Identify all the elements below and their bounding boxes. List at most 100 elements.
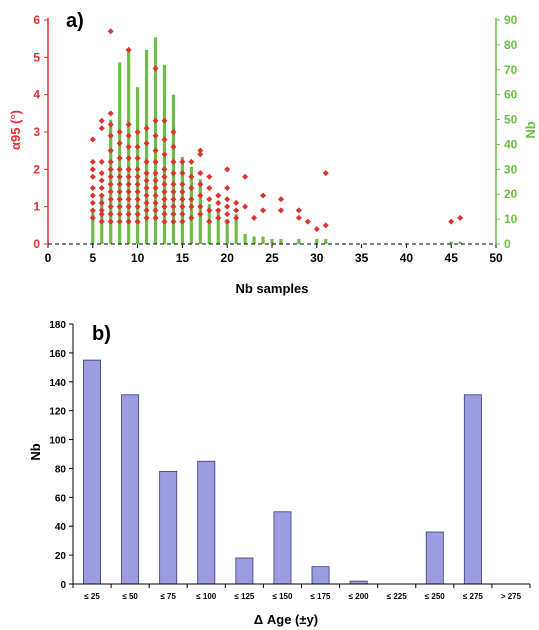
chart-a-red-point bbox=[161, 117, 168, 124]
chart-a-ytick-left-label: 3 bbox=[33, 125, 40, 139]
chart-a-red-point bbox=[277, 207, 284, 214]
chart-a-ytick-left-label: 1 bbox=[33, 200, 40, 214]
chart-a-red-point bbox=[98, 177, 105, 184]
chart-a-red-point bbox=[107, 110, 114, 117]
chart-a-ytick-right-label: 30 bbox=[504, 162, 518, 176]
chart-a-red-point bbox=[188, 214, 195, 221]
chart-a-red-point bbox=[152, 132, 159, 139]
chart-a-green-bar bbox=[216, 209, 220, 244]
chart-a-red-point bbox=[125, 143, 132, 150]
chart-b-category-label: ≤ 200 bbox=[349, 592, 370, 601]
chart-b-bar bbox=[121, 394, 140, 585]
chart-a-red-point bbox=[107, 203, 114, 210]
chart-a-red-point bbox=[206, 185, 213, 191]
chart-b-category-label: ≤ 150 bbox=[272, 592, 293, 601]
chart-a-red-point bbox=[143, 207, 150, 214]
chart-b-category-label: ≤ 100 bbox=[196, 592, 217, 601]
chart-a-red-point bbox=[134, 166, 141, 173]
chart-a-red-point bbox=[224, 218, 231, 225]
chart-a-red-point bbox=[152, 65, 159, 72]
chart-a-red-point bbox=[277, 196, 284, 203]
chart-a-red-point bbox=[134, 173, 141, 180]
chart-a-red-point bbox=[107, 166, 114, 173]
chart-a-red-point bbox=[152, 214, 159, 221]
chart-a-red-point bbox=[98, 158, 105, 165]
chart-a-green-bar bbox=[252, 236, 256, 244]
chart-a-green-bar bbox=[261, 236, 265, 244]
chart-a-red-point bbox=[233, 207, 240, 214]
chart-a-red-point bbox=[197, 181, 204, 188]
chart-a-red-point bbox=[170, 129, 177, 135]
chart-a-ytick-left-label: 5 bbox=[33, 50, 40, 64]
chart-a-red-point bbox=[152, 170, 159, 177]
chart-a-red-point bbox=[125, 196, 132, 203]
chart-a-ylabel-right: Nb bbox=[523, 121, 538, 138]
chart-a-red-point bbox=[197, 147, 204, 154]
chart-a-red-point bbox=[116, 196, 123, 203]
chart-a-red-point bbox=[188, 185, 195, 191]
chart-a-red-point bbox=[116, 155, 123, 162]
chart-b-bar bbox=[311, 566, 330, 585]
chart-a-red-point bbox=[134, 129, 141, 135]
chart-a-red-point bbox=[152, 177, 159, 184]
chart-a-ytick-right-label: 10 bbox=[504, 212, 518, 226]
chart-a-xtick-label: 25 bbox=[265, 251, 279, 265]
chart-b-bar bbox=[83, 359, 102, 585]
chart-a-red-point bbox=[206, 196, 213, 203]
chart-a-red-point bbox=[295, 214, 302, 221]
chart-a-red-point bbox=[224, 166, 231, 173]
chart-a-red-point bbox=[179, 158, 186, 165]
chart-a-red-point bbox=[134, 203, 141, 210]
chart-a-red-point bbox=[89, 214, 96, 221]
chart-a-red-point bbox=[197, 192, 204, 199]
chart-a-red-point bbox=[116, 218, 123, 225]
chart-a-green-bar bbox=[315, 239, 319, 244]
chart-b-bar bbox=[159, 470, 178, 585]
chart-a-red-point bbox=[161, 203, 168, 210]
chart-a-red-point bbox=[134, 218, 141, 225]
chart-a-red-point bbox=[161, 218, 168, 225]
chart-a-xtick-label: 5 bbox=[89, 251, 96, 265]
chart-b-axes bbox=[69, 323, 531, 588]
chart-a-green-bar bbox=[234, 214, 238, 244]
chart-a-red-point bbox=[152, 185, 159, 191]
chart-a-ytick-right-label: 70 bbox=[504, 63, 518, 77]
chart-a-red-point bbox=[152, 199, 159, 206]
chart-a-red-point bbox=[143, 185, 150, 191]
chart-a-green-bar bbox=[171, 94, 176, 245]
chart-a-red-point bbox=[161, 166, 168, 173]
chart-a-red-point bbox=[206, 218, 213, 225]
chart-a-red-point bbox=[89, 185, 96, 191]
chart-a-red-point bbox=[89, 199, 96, 206]
chart-a-red-point bbox=[143, 140, 150, 147]
chart-a-red-point bbox=[197, 170, 204, 177]
chart-a-red-point bbox=[260, 192, 267, 199]
chart-a-xtick-label: 30 bbox=[310, 251, 324, 265]
chart-a-red-point bbox=[457, 214, 464, 221]
chart-a-red-point bbox=[179, 196, 186, 203]
chart-a-red-point bbox=[161, 136, 168, 143]
chart-a-xtick-label: 45 bbox=[445, 251, 459, 265]
chart-a-red-point bbox=[98, 117, 105, 124]
chart-a-red-point bbox=[89, 166, 96, 173]
chart-a-panel-label: a) bbox=[66, 10, 84, 32]
chart-a-red-point bbox=[152, 158, 159, 165]
chart-a-green-bar bbox=[279, 239, 283, 244]
chart-a-red-point bbox=[125, 211, 132, 218]
chart-a-xtick-label: 15 bbox=[176, 251, 190, 265]
chart-a-red-point bbox=[125, 155, 132, 162]
chart-a-ylabel-left: α95 (°) bbox=[8, 110, 23, 150]
chart-a-red-point bbox=[125, 46, 132, 53]
chart-a-green-bar bbox=[91, 209, 95, 244]
chart-a-red-point bbox=[179, 170, 186, 177]
chart-a-red-point bbox=[89, 192, 96, 199]
chart-b-category-label: ≤ 250 bbox=[425, 592, 446, 601]
chart-a-red-point bbox=[143, 192, 150, 199]
chart-a: 0 5 10 15 20 25 30 35 40 45 5001234560102030405060… bbox=[8, 10, 538, 296]
chart-a-red-point bbox=[107, 121, 114, 128]
chart-a-red-point bbox=[215, 192, 222, 199]
chart-a-red-point bbox=[116, 140, 123, 147]
chart-b-category-label: ≤ 125 bbox=[234, 592, 255, 601]
chart-a-red-point bbox=[161, 188, 168, 195]
chart-b-ytick-label: 80 bbox=[55, 464, 67, 475]
